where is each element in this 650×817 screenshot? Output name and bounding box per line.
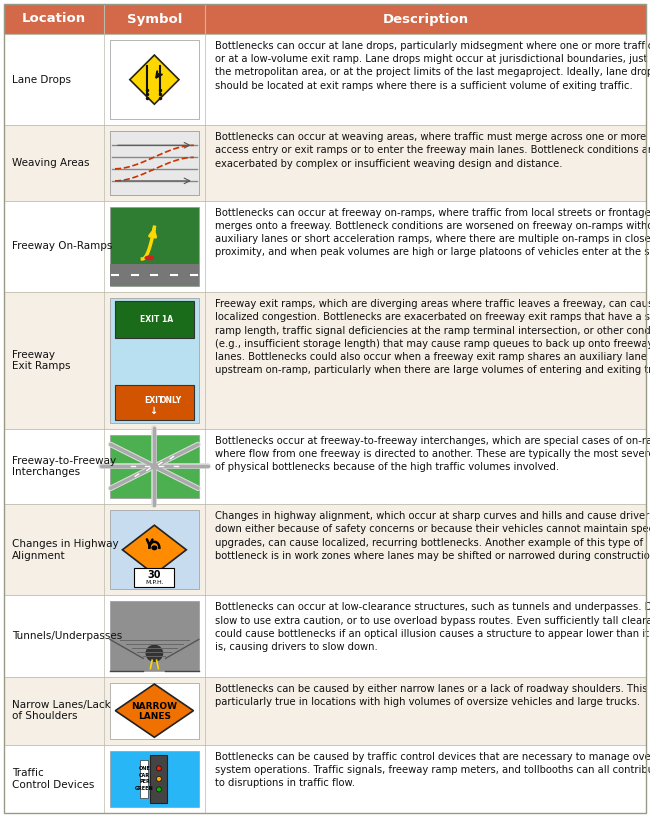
Polygon shape	[122, 525, 187, 574]
Text: Traffic
Control Devices: Traffic Control Devices	[12, 768, 94, 790]
Text: Symbol: Symbol	[127, 12, 182, 25]
Ellipse shape	[146, 645, 163, 662]
Text: CAR: CAR	[139, 773, 150, 778]
Text: Lane Drops: Lane Drops	[12, 74, 71, 85]
Text: Freeway exit ramps, which are diverging areas where traffic leaves a freeway, ca: Freeway exit ramps, which are diverging …	[214, 299, 650, 375]
Text: PER: PER	[139, 779, 150, 784]
Text: Bottlenecks can occur at weaving areas, where traffic must merge across one or m: Bottlenecks can occur at weaving areas, …	[214, 132, 650, 168]
Text: Description: Description	[382, 12, 469, 25]
Text: Freeway
Exit Ramps: Freeway Exit Ramps	[12, 350, 70, 371]
Text: Changes in Highway
Alignment: Changes in Highway Alignment	[12, 539, 118, 560]
Bar	[4, 429, 646, 504]
Text: Freeway-to-Freeway
Interchanges: Freeway-to-Freeway Interchanges	[12, 456, 116, 477]
Text: Bottlenecks can be caused by traffic control devices that are necessary to manag: Bottlenecks can be caused by traffic con…	[214, 752, 650, 788]
Bar	[4, 596, 646, 676]
Bar	[4, 745, 646, 813]
Bar	[4, 4, 646, 34]
Text: Weaving Areas: Weaving Areas	[12, 158, 90, 168]
Bar	[110, 510, 199, 589]
Bar	[140, 760, 148, 798]
Bar	[4, 504, 646, 596]
Text: Bottlenecks occur at freeway-to-freeway interchanges, which are special cases of: Bottlenecks occur at freeway-to-freeway …	[214, 435, 650, 472]
Text: M.P.H.: M.P.H.	[145, 580, 164, 585]
Text: Bottlenecks can occur at freeway on-ramps, where traffic from local streets or f: Bottlenecks can occur at freeway on-ramp…	[214, 208, 650, 257]
Text: NARROW: NARROW	[131, 702, 177, 711]
Text: EXIT: EXIT	[145, 396, 164, 405]
Text: Changes in highway alignment, which occur at sharp curves and hills and cause dr: Changes in highway alignment, which occu…	[214, 511, 650, 560]
Bar	[110, 751, 199, 807]
Text: LANES: LANES	[138, 712, 171, 721]
Bar	[110, 601, 199, 671]
Bar	[110, 298, 199, 422]
Text: Bottlenecks can occur at lane drops, particularly midsegment where one or more t: Bottlenecks can occur at lane drops, par…	[214, 41, 650, 91]
Text: Bottlenecks can be caused by either narrow lanes or a lack of roadway shoulders.: Bottlenecks can be caused by either narr…	[214, 684, 650, 707]
Text: ONE: ONE	[138, 766, 150, 771]
Bar	[4, 34, 646, 125]
Circle shape	[157, 787, 161, 792]
Text: Narrow Lanes/Lack
of Shoulders: Narrow Lanes/Lack of Shoulders	[12, 700, 111, 721]
Text: Bottlenecks can occur at low-clearance structures, such as tunnels and underpass: Bottlenecks can occur at low-clearance s…	[214, 602, 650, 652]
Bar	[4, 292, 646, 429]
Text: ↓: ↓	[150, 406, 157, 416]
Bar	[110, 435, 199, 498]
Circle shape	[157, 766, 161, 771]
Text: Location: Location	[22, 12, 86, 25]
Bar	[4, 125, 646, 201]
Bar	[4, 676, 646, 745]
Bar	[110, 132, 199, 195]
Bar	[150, 755, 168, 803]
Bar	[4, 201, 646, 292]
Bar	[110, 264, 199, 286]
Text: 30: 30	[148, 569, 161, 579]
Text: Freeway On-Ramps: Freeway On-Ramps	[12, 242, 112, 252]
Text: Tunnels/Underpasses: Tunnels/Underpasses	[12, 631, 122, 641]
Bar	[135, 568, 174, 587]
Text: GREEN: GREEN	[135, 786, 154, 791]
Bar	[110, 207, 199, 286]
Bar	[115, 301, 194, 338]
Polygon shape	[115, 684, 194, 737]
Text: ONLY: ONLY	[159, 396, 181, 405]
Ellipse shape	[144, 256, 155, 261]
Bar	[115, 385, 194, 420]
Bar	[110, 682, 199, 739]
Bar	[110, 132, 199, 195]
Ellipse shape	[151, 545, 157, 551]
Polygon shape	[130, 55, 179, 105]
Circle shape	[157, 776, 161, 781]
Bar	[110, 40, 199, 119]
Text: EXIT 1A: EXIT 1A	[140, 315, 173, 324]
